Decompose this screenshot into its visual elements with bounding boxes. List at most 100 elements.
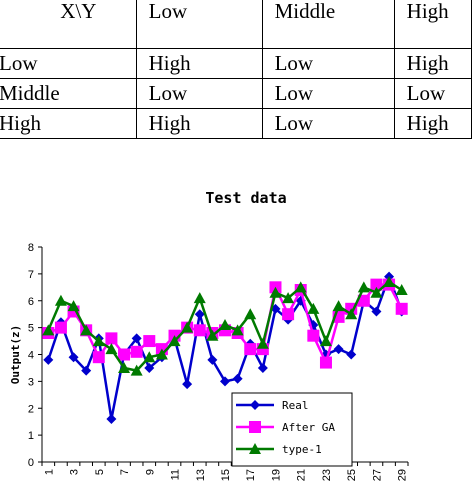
- rule-table-cell: Low: [261, 48, 395, 79]
- x-tick-label: 21: [296, 469, 308, 481]
- legend-label-real: Real: [282, 399, 309, 412]
- x-tick-label: 29: [397, 469, 409, 481]
- data-point-type-1: [206, 329, 219, 341]
- rule-table-cell: High: [0, 108, 137, 139]
- data-point-type-1: [42, 324, 55, 336]
- rule-table-cell: Low: [261, 108, 395, 139]
- rule-table-cell: Low: [393, 78, 473, 109]
- legend-label-after-ga: After GA: [282, 421, 335, 434]
- y-tick-label: 7: [28, 269, 34, 281]
- data-point-after-ga: [193, 324, 206, 337]
- data-point-type-1: [307, 302, 320, 314]
- x-tick-label: 27: [371, 469, 383, 481]
- data-point-type-1: [332, 300, 345, 312]
- data-point-type-1: [231, 324, 244, 336]
- x-tick-label: 11: [170, 469, 182, 480]
- data-point-type-1: [269, 286, 282, 298]
- data-point-type-1: [383, 275, 396, 287]
- x-tick-label: 1: [43, 469, 55, 475]
- y-tick-label: 2: [28, 403, 34, 415]
- data-point-after-ga: [282, 308, 295, 321]
- rule-table-header-cell: X\Y: [0, 0, 137, 49]
- data-point-type-1: [357, 281, 370, 293]
- data-point-real: [371, 306, 382, 317]
- data-point-real: [43, 354, 54, 365]
- y-tick-label: 8: [28, 242, 34, 254]
- data-point-after-ga: [92, 351, 105, 364]
- y-tick-label: 4: [28, 350, 34, 362]
- data-point-real: [207, 354, 218, 365]
- rule-table-row: Low High Low High: [0, 48, 473, 79]
- data-point-real: [68, 352, 79, 363]
- data-point-real: [194, 309, 205, 320]
- data-point-after-ga: [307, 329, 320, 342]
- data-point-type-1: [92, 335, 105, 347]
- data-point-after-ga: [370, 278, 383, 291]
- rule-table-header-cell: Low: [135, 0, 263, 49]
- data-point-after-ga: [105, 332, 118, 345]
- data-point-real: [333, 344, 344, 355]
- data-point-after-ga: [357, 294, 370, 307]
- data-point-type-1: [105, 343, 118, 355]
- data-point-real: [81, 365, 92, 376]
- rule-table-cell: High: [135, 108, 263, 139]
- data-point-type-1: [244, 308, 257, 320]
- data-point-after-ga: [130, 345, 143, 358]
- data-point-type-1: [256, 337, 269, 349]
- data-point-real: [232, 373, 243, 384]
- data-point-real: [144, 362, 155, 373]
- data-point-type-1: [345, 308, 358, 320]
- data-point-real: [106, 414, 117, 424]
- data-point-type-1: [67, 300, 80, 312]
- rule-table-header-row: X\Y Low Middle High: [0, 0, 473, 49]
- data-point-after-ga: [319, 356, 332, 369]
- data-point-type-1: [168, 335, 181, 347]
- data-point-real: [182, 379, 193, 390]
- data-point-type-1: [143, 351, 156, 363]
- data-point-type-1: [155, 348, 168, 360]
- x-tick-label: 9: [144, 469, 156, 475]
- x-tick-label: 7: [119, 469, 131, 475]
- x-tick-label: 19: [270, 469, 282, 481]
- data-point-real: [257, 362, 268, 373]
- y-tick-label: 1: [28, 430, 34, 442]
- data-point-after-ga: [54, 321, 67, 334]
- data-point-type-1: [395, 284, 408, 295]
- rule-table: X\Y Low Middle High Low High Low High Mi…: [0, 0, 473, 139]
- data-point-real: [131, 333, 142, 344]
- y-tick-label: 3: [28, 376, 34, 388]
- x-tick-label: 23: [321, 469, 333, 481]
- data-point-after-ga: [143, 335, 156, 348]
- data-point-after-ga: [395, 302, 408, 315]
- data-point-type-1: [370, 286, 383, 298]
- legend-marker-type-1: [249, 443, 261, 454]
- data-point-after-ga: [244, 343, 257, 356]
- x-tick-label: 25: [346, 469, 358, 481]
- y-tick-label: 6: [28, 296, 34, 308]
- chart-title: Test data: [205, 189, 286, 207]
- data-point-type-1: [219, 318, 231, 330]
- data-point-type-1: [118, 361, 131, 373]
- legend-marker-after-ga: [249, 421, 261, 433]
- x-tick-label: 17: [245, 469, 257, 481]
- legend-marker-real: [250, 400, 260, 410]
- data-point-type-1: [181, 321, 194, 333]
- data-point-type-1: [193, 292, 206, 304]
- data-point-type-1: [54, 294, 67, 306]
- rule-table-cell: Low: [135, 78, 263, 109]
- data-point-real: [220, 376, 230, 387]
- data-point-real: [346, 349, 357, 360]
- data-point-type-1: [80, 324, 93, 336]
- rule-table-row: Middle Low Low Low: [0, 78, 473, 109]
- data-point-type-1: [130, 364, 143, 376]
- y-axis-label: Output(z): [9, 325, 22, 385]
- data-point-type-1: [282, 292, 295, 304]
- x-tick-label: 3: [69, 469, 81, 475]
- y-tick-label: 0: [28, 457, 34, 469]
- data-point-type-1: [319, 335, 332, 347]
- data-point-after-ga: [118, 348, 131, 361]
- rule-table-cell: High: [393, 108, 473, 139]
- rule-table-header-cell: High: [393, 0, 473, 49]
- rule-table-cell: Low: [261, 78, 395, 109]
